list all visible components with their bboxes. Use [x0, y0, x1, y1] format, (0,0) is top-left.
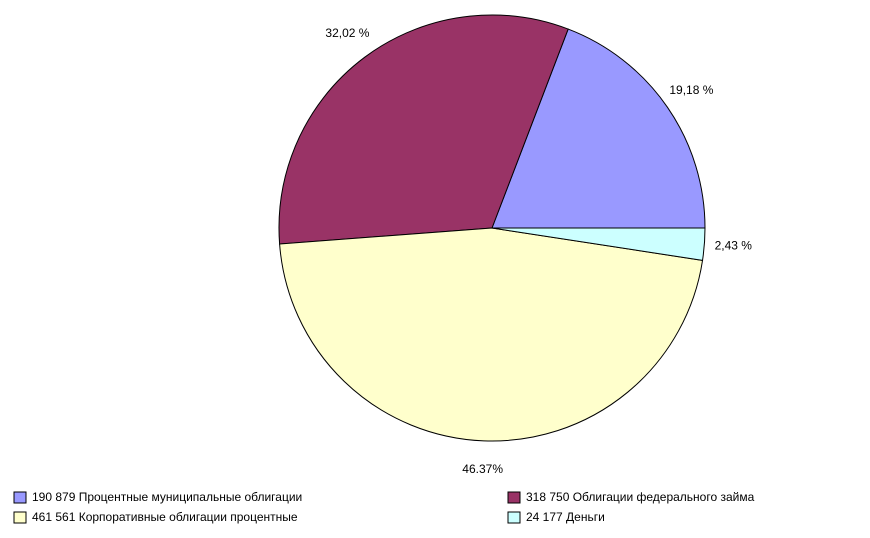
- pie-slice: [491, 28, 706, 229]
- legend-swatch: [507, 491, 521, 504]
- slice-label: 2,43 %: [715, 239, 753, 253]
- slice-label: 32,02 %: [325, 26, 369, 40]
- slice-label: 46.37%: [462, 462, 503, 476]
- legend-label: 461 561 Корпоративные облигации процентн…: [32, 510, 298, 524]
- slice-label: 19,18 %: [669, 83, 713, 97]
- pie-slice: [279, 227, 704, 442]
- legend-swatch: [507, 511, 521, 524]
- legend-swatch: [13, 511, 27, 524]
- legend-label: 318 750 Облигации федерального займа: [526, 490, 755, 504]
- legend-label: 24 177 Деньги: [526, 510, 605, 524]
- legend-swatch: [13, 491, 27, 504]
- pie-slice: [278, 14, 569, 245]
- legend-label: 190 879 Процентные муниципальные облигац…: [32, 490, 302, 504]
- pie-slice: [491, 227, 706, 261]
